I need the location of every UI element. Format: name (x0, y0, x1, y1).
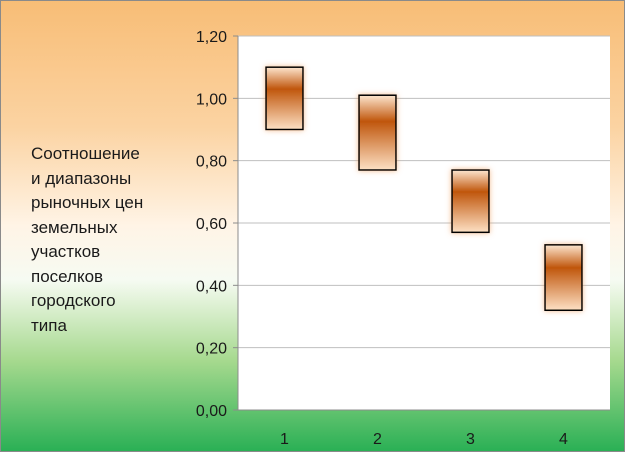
x-tick-label: 1 (280, 431, 289, 448)
y-tick-label: 0,20 (196, 341, 227, 358)
range-bar (544, 244, 583, 312)
y-tick-label: 0,40 (196, 278, 227, 295)
x-tick-label: 4 (559, 431, 568, 448)
y-tick-label: 1,00 (196, 91, 227, 108)
x-tick-label: 3 (466, 431, 475, 448)
x-axis-ticks: 1 2 3 4 (280, 431, 568, 448)
y-tick-label: 0,80 (196, 154, 227, 171)
range-bar (451, 169, 490, 234)
y-tick-label: 0,60 (196, 216, 227, 233)
side-label: Соотношение и диапазоны рыночных цен зем… (31, 144, 144, 335)
y-axis-ticks: 0,00 0,20 0,40 0,60 0,80 1,00 1,20 (196, 29, 238, 420)
y-tick-label: 1,20 (196, 29, 227, 46)
range-bar (265, 66, 304, 131)
range-bar (358, 94, 397, 171)
y-tick-label: 0,00 (196, 403, 227, 420)
range-bars (265, 66, 583, 312)
x-tick-label: 2 (373, 431, 382, 448)
